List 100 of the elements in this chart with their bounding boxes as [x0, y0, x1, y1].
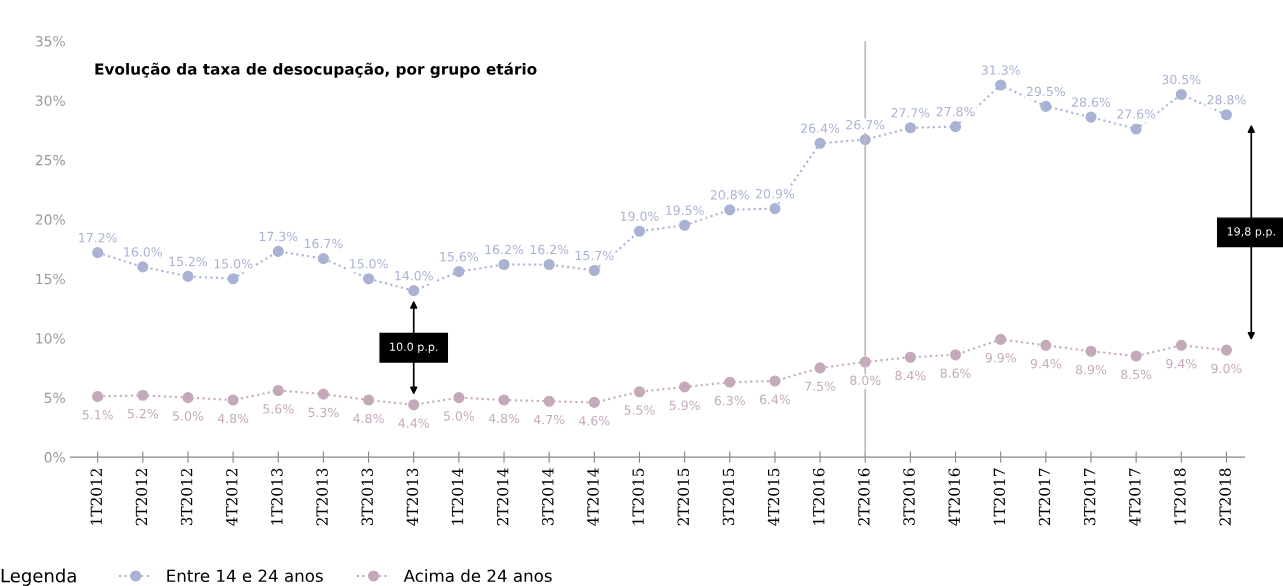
- legend-title: Legenda: [1, 568, 76, 586]
- data-label: 27.6%: [1117, 109, 1156, 119]
- y-tick-label: 0%: [44, 452, 65, 463]
- point: [1130, 350, 1142, 362]
- point: [1220, 344, 1233, 356]
- x-tick-label: 2T2018: [1219, 468, 1231, 526]
- x-tick-label: 1T2014: [451, 468, 464, 525]
- data-label: 19.5%: [666, 205, 704, 216]
- point: [679, 381, 691, 393]
- point: [498, 394, 510, 406]
- point: [227, 394, 239, 406]
- data-label: 5.3%: [308, 407, 339, 418]
- point: [498, 258, 510, 271]
- text: Evolução da taxa de desocupação, por grupo etário: [95, 62, 537, 78]
- data-label: 5.5%: [624, 405, 655, 415]
- y-tick-label: 5%: [44, 392, 65, 404]
- x-tick-label: 2T2013: [316, 468, 328, 526]
- point: [92, 247, 104, 259]
- point: [363, 394, 375, 406]
- point: [1220, 109, 1233, 121]
- data-label: 27.8%: [936, 106, 975, 117]
- point: [679, 219, 691, 231]
- point: [1085, 111, 1097, 123]
- data-label: 30.5%: [1162, 74, 1201, 85]
- data-label: 17.2%: [79, 232, 117, 243]
- data-label: 8.6%: [940, 368, 971, 378]
- point: [543, 395, 555, 407]
- point: [588, 396, 600, 408]
- data-label: 5.1%: [82, 410, 113, 420]
- x-tick-label: 2T2017: [1038, 468, 1051, 526]
- y-tick-label: 20%: [35, 214, 65, 225]
- data-label: 16.2%: [485, 244, 524, 255]
- point: [769, 375, 781, 387]
- data-label: 27.7%: [891, 108, 930, 118]
- x-tick-label: 4T2012: [225, 469, 238, 526]
- x-tick-label: 3T2014: [542, 468, 554, 526]
- annotation: 19,8 p.p.: [1227, 227, 1275, 238]
- point: [317, 388, 329, 400]
- data-label: 16.0%: [124, 247, 162, 257]
- data-label: 5.0%: [443, 411, 475, 421]
- data-label: 15.2%: [169, 256, 208, 267]
- data-label: 20.8%: [710, 190, 749, 200]
- annotation: 10.0 p.p.: [390, 342, 438, 354]
- point: [633, 386, 646, 398]
- x-tick-label: 3T2015: [722, 468, 735, 526]
- data-label: 7.5%: [805, 381, 836, 391]
- point: [949, 349, 962, 361]
- data-label: 9.4%: [1166, 358, 1197, 369]
- data-label: 9.4%: [1030, 358, 1062, 369]
- data-label: 28.8%: [1207, 95, 1246, 105]
- point: [904, 122, 916, 134]
- point: [995, 79, 1007, 91]
- x-tick-label: 4T2013: [406, 468, 419, 526]
- data-label: 15.0%: [214, 259, 253, 269]
- y-tick-label: 25%: [35, 154, 65, 166]
- x-tick-label: 3T2016: [903, 468, 915, 526]
- point: [317, 253, 329, 265]
- data-label: 9.0%: [1211, 363, 1242, 374]
- point: [272, 245, 284, 257]
- x-tick-label: 2T2012: [135, 469, 148, 526]
- data-label: 29.5%: [1026, 86, 1066, 97]
- y-tick-label: 10%: [36, 333, 65, 344]
- data-label: 4.8%: [353, 413, 384, 424]
- point: [408, 285, 420, 297]
- data-label: 4.4%: [398, 418, 429, 428]
- data-label: 5.2%: [127, 408, 158, 419]
- data-label: 20.9%: [755, 188, 795, 199]
- data-label: 15.6%: [440, 251, 479, 262]
- point: [904, 351, 916, 363]
- point: [408, 399, 420, 411]
- data-label: 26.7%: [846, 119, 885, 130]
- point: [769, 203, 781, 215]
- point: [137, 389, 149, 401]
- legend-label: Entre 14 e 24 anos: [167, 569, 323, 583]
- point: [1175, 339, 1187, 351]
- data-label: 5.0%: [173, 411, 204, 421]
- data-label: 16.7%: [304, 238, 343, 249]
- point: [724, 204, 736, 216]
- point: [272, 384, 284, 397]
- x-tick-label: 2T2014: [496, 468, 509, 526]
- x-tick-label: 4T2016: [948, 468, 960, 526]
- data-label: 5.9%: [669, 400, 700, 411]
- x-tick-label: 2T2015: [677, 468, 690, 526]
- x-tick-label: 1T2017: [993, 468, 1006, 525]
- data-label: 4.7%: [533, 414, 565, 425]
- y-tick-label: 30%: [35, 95, 65, 106]
- x-tick-label: 1T2012: [90, 469, 103, 525]
- data-label: 28.6%: [1072, 97, 1111, 107]
- x-tick-label: 4T2017: [1129, 468, 1141, 526]
- x-tick-label: 1T2015: [632, 468, 644, 525]
- point: [995, 333, 1007, 345]
- point: [227, 273, 239, 285]
- point: [92, 390, 104, 403]
- point: [588, 264, 600, 277]
- x-tick-label: 3T2012: [180, 469, 193, 526]
- legend-label: Acima de 24 anos: [403, 569, 552, 583]
- x-tick-label: 3T2013: [361, 468, 373, 526]
- x-tick-label: 1T2018: [1174, 468, 1186, 525]
- point: [814, 362, 826, 374]
- data-label: 14.0%: [395, 270, 433, 281]
